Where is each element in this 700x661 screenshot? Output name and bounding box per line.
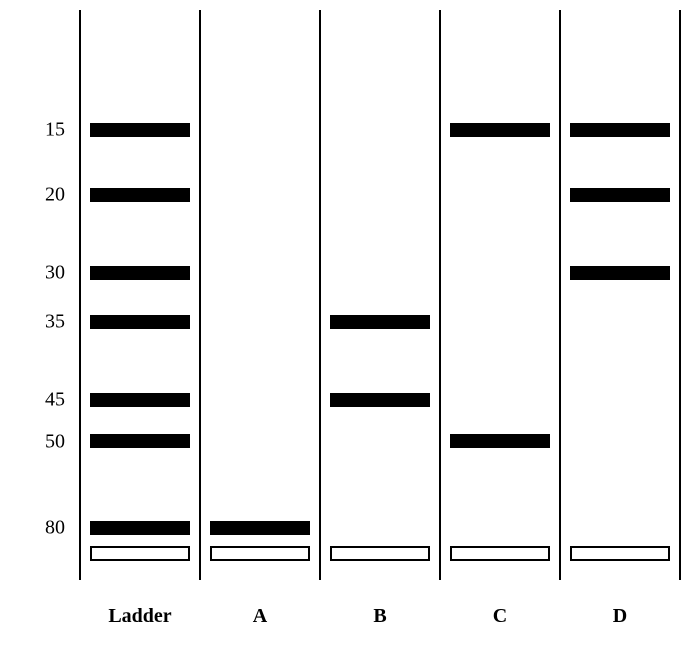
lane-label-D: D — [613, 605, 627, 628]
band-A-80 — [210, 521, 310, 535]
band-D-15 — [570, 123, 670, 137]
lane-label-B: B — [373, 605, 386, 628]
band-ladder-20 — [90, 188, 190, 202]
lane-label-C: C — [493, 605, 507, 628]
well-A — [210, 546, 310, 561]
gel-figure: Ladder A B C D 15 20 30 35 45 50 80 — [0, 0, 700, 661]
lane-divider — [199, 10, 201, 580]
size-label-20: 20 — [45, 184, 65, 207]
lane-divider — [679, 10, 681, 580]
lane-divider — [559, 10, 561, 580]
band-D-30 — [570, 266, 670, 280]
band-B-45 — [330, 393, 430, 407]
band-ladder-15 — [90, 123, 190, 137]
lane-divider — [79, 10, 81, 580]
band-ladder-45 — [90, 393, 190, 407]
band-ladder-80 — [90, 521, 190, 535]
size-label-80: 80 — [45, 517, 65, 540]
gel-area — [80, 10, 680, 580]
lane-label-A: A — [253, 605, 267, 628]
band-C-50 — [450, 434, 550, 448]
well-D — [570, 546, 670, 561]
band-B-35 — [330, 315, 430, 329]
well-B — [330, 546, 430, 561]
size-label-35: 35 — [45, 311, 65, 334]
band-ladder-30 — [90, 266, 190, 280]
band-ladder-35 — [90, 315, 190, 329]
well-C — [450, 546, 550, 561]
size-label-50: 50 — [45, 431, 65, 454]
band-C-15 — [450, 123, 550, 137]
lane-divider — [319, 10, 321, 580]
well-ladder — [90, 546, 190, 561]
size-label-15: 15 — [45, 119, 65, 142]
lane-divider — [439, 10, 441, 580]
band-ladder-50 — [90, 434, 190, 448]
size-label-45: 45 — [45, 389, 65, 412]
band-D-20 — [570, 188, 670, 202]
lane-label-ladder: Ladder — [108, 605, 171, 628]
size-label-30: 30 — [45, 262, 65, 285]
